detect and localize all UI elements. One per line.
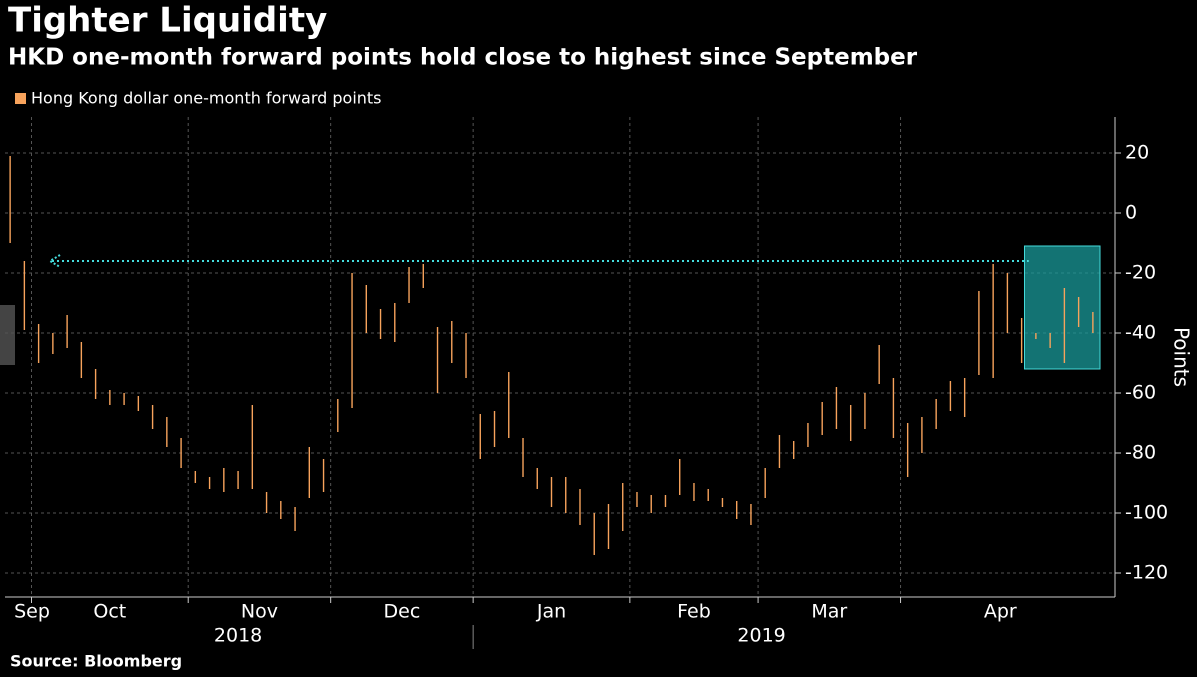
y-tick-label: -40 xyxy=(1125,322,1156,344)
side-tab xyxy=(0,305,15,365)
x-tick-label: Apr xyxy=(984,601,1017,623)
x-tick-label: Sep xyxy=(14,601,50,623)
y-tick-label: -20 xyxy=(1125,262,1156,284)
source: Source: Bloomberg xyxy=(10,652,182,671)
year-label: 2018 xyxy=(214,625,262,647)
y-tick-label: -60 xyxy=(1125,382,1156,404)
chart-title: Tighter Liquidity xyxy=(8,1,327,41)
x-tick-label: Oct xyxy=(93,601,126,623)
y-tick-label: -100 xyxy=(1125,502,1168,524)
y-axis-label: Points xyxy=(1170,327,1194,387)
x-tick-label: Jan xyxy=(536,601,566,623)
y-tick-label: -80 xyxy=(1125,442,1156,464)
x-tick-label: Feb xyxy=(677,601,711,623)
y-tick-label: 20 xyxy=(1125,142,1149,164)
legend-swatch xyxy=(15,93,26,104)
x-tick-label: Mar xyxy=(811,601,847,623)
chart-subtitle: HKD one-month forward points hold close … xyxy=(8,45,918,71)
x-tick-label: Nov xyxy=(241,601,278,623)
legend-label: Hong Kong dollar one-month forward point… xyxy=(31,89,382,108)
highlight-box xyxy=(1023,245,1101,370)
y-tick-label: 0 xyxy=(1125,202,1137,224)
y-tick-label: -120 xyxy=(1125,562,1168,584)
year-label: 2019 xyxy=(737,625,785,647)
x-tick-label: Dec xyxy=(384,601,421,623)
